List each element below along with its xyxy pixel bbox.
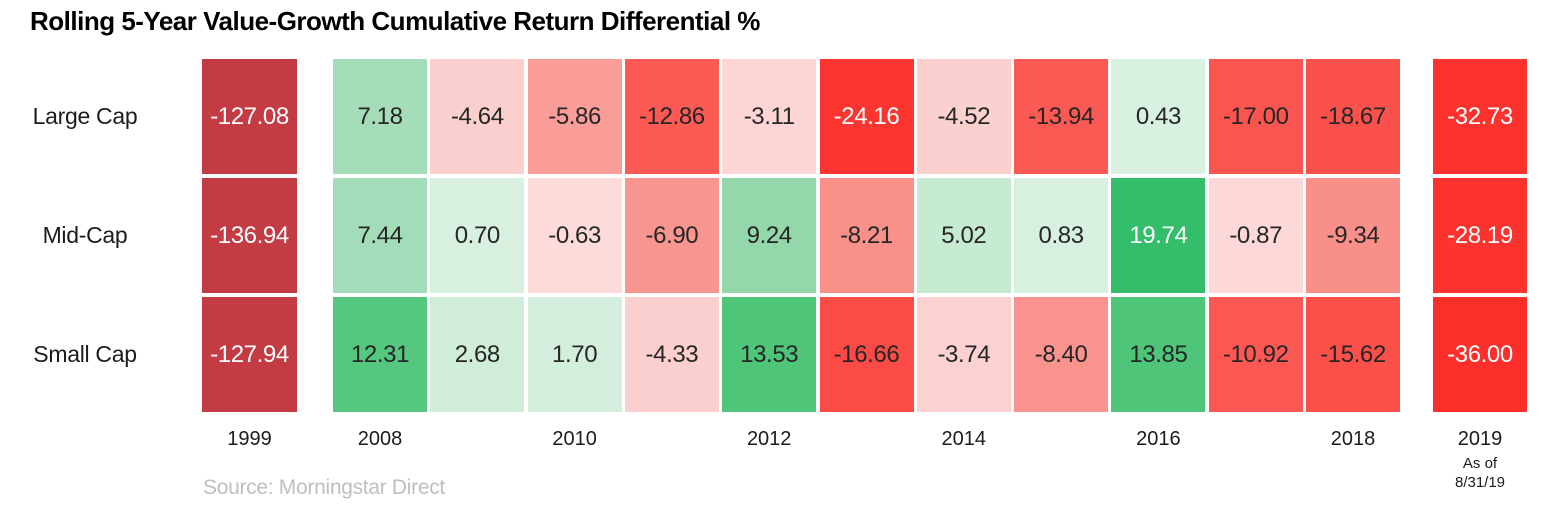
x-axis-year-label: 2018 bbox=[1330, 428, 1376, 450]
heatmap-cell: -18.67 bbox=[1306, 59, 1400, 174]
x-axis-year-label: 2014 bbox=[941, 428, 987, 450]
heatmap-cell: -136.94 bbox=[202, 178, 297, 293]
heatmap-cell: -6.90 bbox=[624, 178, 719, 293]
heatmap-cell: -3.74 bbox=[916, 297, 1011, 412]
heatmap-cell: -8.21 bbox=[819, 178, 914, 293]
row-label: Large Cap bbox=[32, 103, 138, 129]
heatmap-cell: -0.87 bbox=[1208, 178, 1303, 293]
as-of-note: As of bbox=[1462, 455, 1498, 472]
heatmap-cell: 7.44 bbox=[333, 178, 427, 293]
heatmap-cell: 5.02 bbox=[916, 178, 1011, 293]
heatmap-cell: -127.94 bbox=[202, 297, 297, 412]
heatmap-cell: 7.18 bbox=[333, 59, 427, 174]
heatmap-cell: 1.70 bbox=[527, 297, 622, 412]
heatmap-cell: -32.73 bbox=[1433, 59, 1527, 174]
heatmap-cell: 19.74 bbox=[1111, 178, 1206, 293]
heatmap-cell: 0.83 bbox=[1014, 178, 1109, 293]
x-axis-year-label: 2019 bbox=[1457, 428, 1503, 450]
x-axis-year-label: 2012 bbox=[746, 428, 792, 450]
heatmap-cell: -17.00 bbox=[1208, 59, 1303, 174]
x-axis-year-label: 2008 bbox=[357, 428, 403, 450]
heatmap-cell: -36.00 bbox=[1433, 297, 1527, 412]
heatmap-cell: -15.62 bbox=[1306, 297, 1400, 412]
heatmap-cell: -10.92 bbox=[1208, 297, 1303, 412]
heatmap-cell: -16.66 bbox=[819, 297, 914, 412]
heatmap-cell: 2.68 bbox=[430, 297, 525, 412]
x-axis-year-label: 2016 bbox=[1136, 428, 1181, 450]
heatmap-cell: -3.11 bbox=[722, 59, 817, 174]
heatmap-cell: -4.52 bbox=[916, 59, 1011, 174]
x-axis-year-label: 2010 bbox=[552, 428, 597, 450]
heatmap-cell: 0.70 bbox=[430, 178, 525, 293]
heatmap-cell: -8.40 bbox=[1014, 297, 1109, 412]
heatmap-cell: -4.64 bbox=[430, 59, 525, 174]
heatmap-cell: -13.94 bbox=[1014, 59, 1109, 174]
chart-title: Rolling 5-Year Value-Growth Cumulative R… bbox=[30, 6, 760, 36]
heatmap-cell: 9.24 bbox=[722, 178, 817, 293]
row-label: Small Cap bbox=[33, 341, 137, 367]
heatmap-cell: -24.16 bbox=[819, 59, 914, 174]
heatmap-cell: -12.86 bbox=[624, 59, 719, 174]
heatmap-cell: -127.08 bbox=[202, 59, 297, 174]
heatmap-cell: -0.63 bbox=[527, 178, 622, 293]
heatmap-cell: 12.31 bbox=[333, 297, 427, 412]
source-caption: Source: Morningstar Direct bbox=[203, 476, 445, 499]
heatmap-cell: 13.85 bbox=[1111, 297, 1206, 412]
as-of-date: 8/31/19 bbox=[1454, 474, 1506, 491]
heatmap-cell: 0.43 bbox=[1111, 59, 1206, 174]
heatmap-cell: -9.34 bbox=[1306, 178, 1400, 293]
row-label: Mid-Cap bbox=[42, 222, 128, 248]
heatmap-cell: 13.53 bbox=[722, 297, 817, 412]
x-axis-year-label: 1999 bbox=[227, 428, 272, 450]
heatmap-cell: -4.33 bbox=[624, 297, 719, 412]
heatmap-cell: -28.19 bbox=[1433, 178, 1527, 293]
heatmap-cell: -5.86 bbox=[527, 59, 622, 174]
